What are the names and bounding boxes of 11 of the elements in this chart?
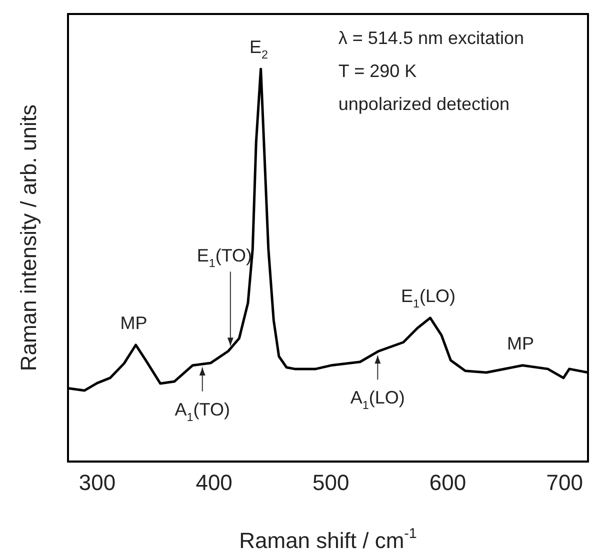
- x-tick-label: 700: [546, 470, 583, 495]
- x-tick-label: 400: [196, 470, 232, 495]
- annotation: MP: [120, 312, 148, 333]
- x-tick-label: 500: [312, 470, 350, 495]
- x-tick-label: 300: [78, 470, 116, 495]
- text: λ = 514.5 nm excitation: [338, 28, 524, 48]
- x-tick-label: 600: [429, 470, 466, 495]
- annotation: unpolarized detection: [338, 94, 510, 114]
- annotation: T = 290 K: [338, 61, 417, 81]
- annotation: MP: [507, 333, 534, 354]
- y-axis-title: Raman intensity / arb. units: [16, 104, 41, 372]
